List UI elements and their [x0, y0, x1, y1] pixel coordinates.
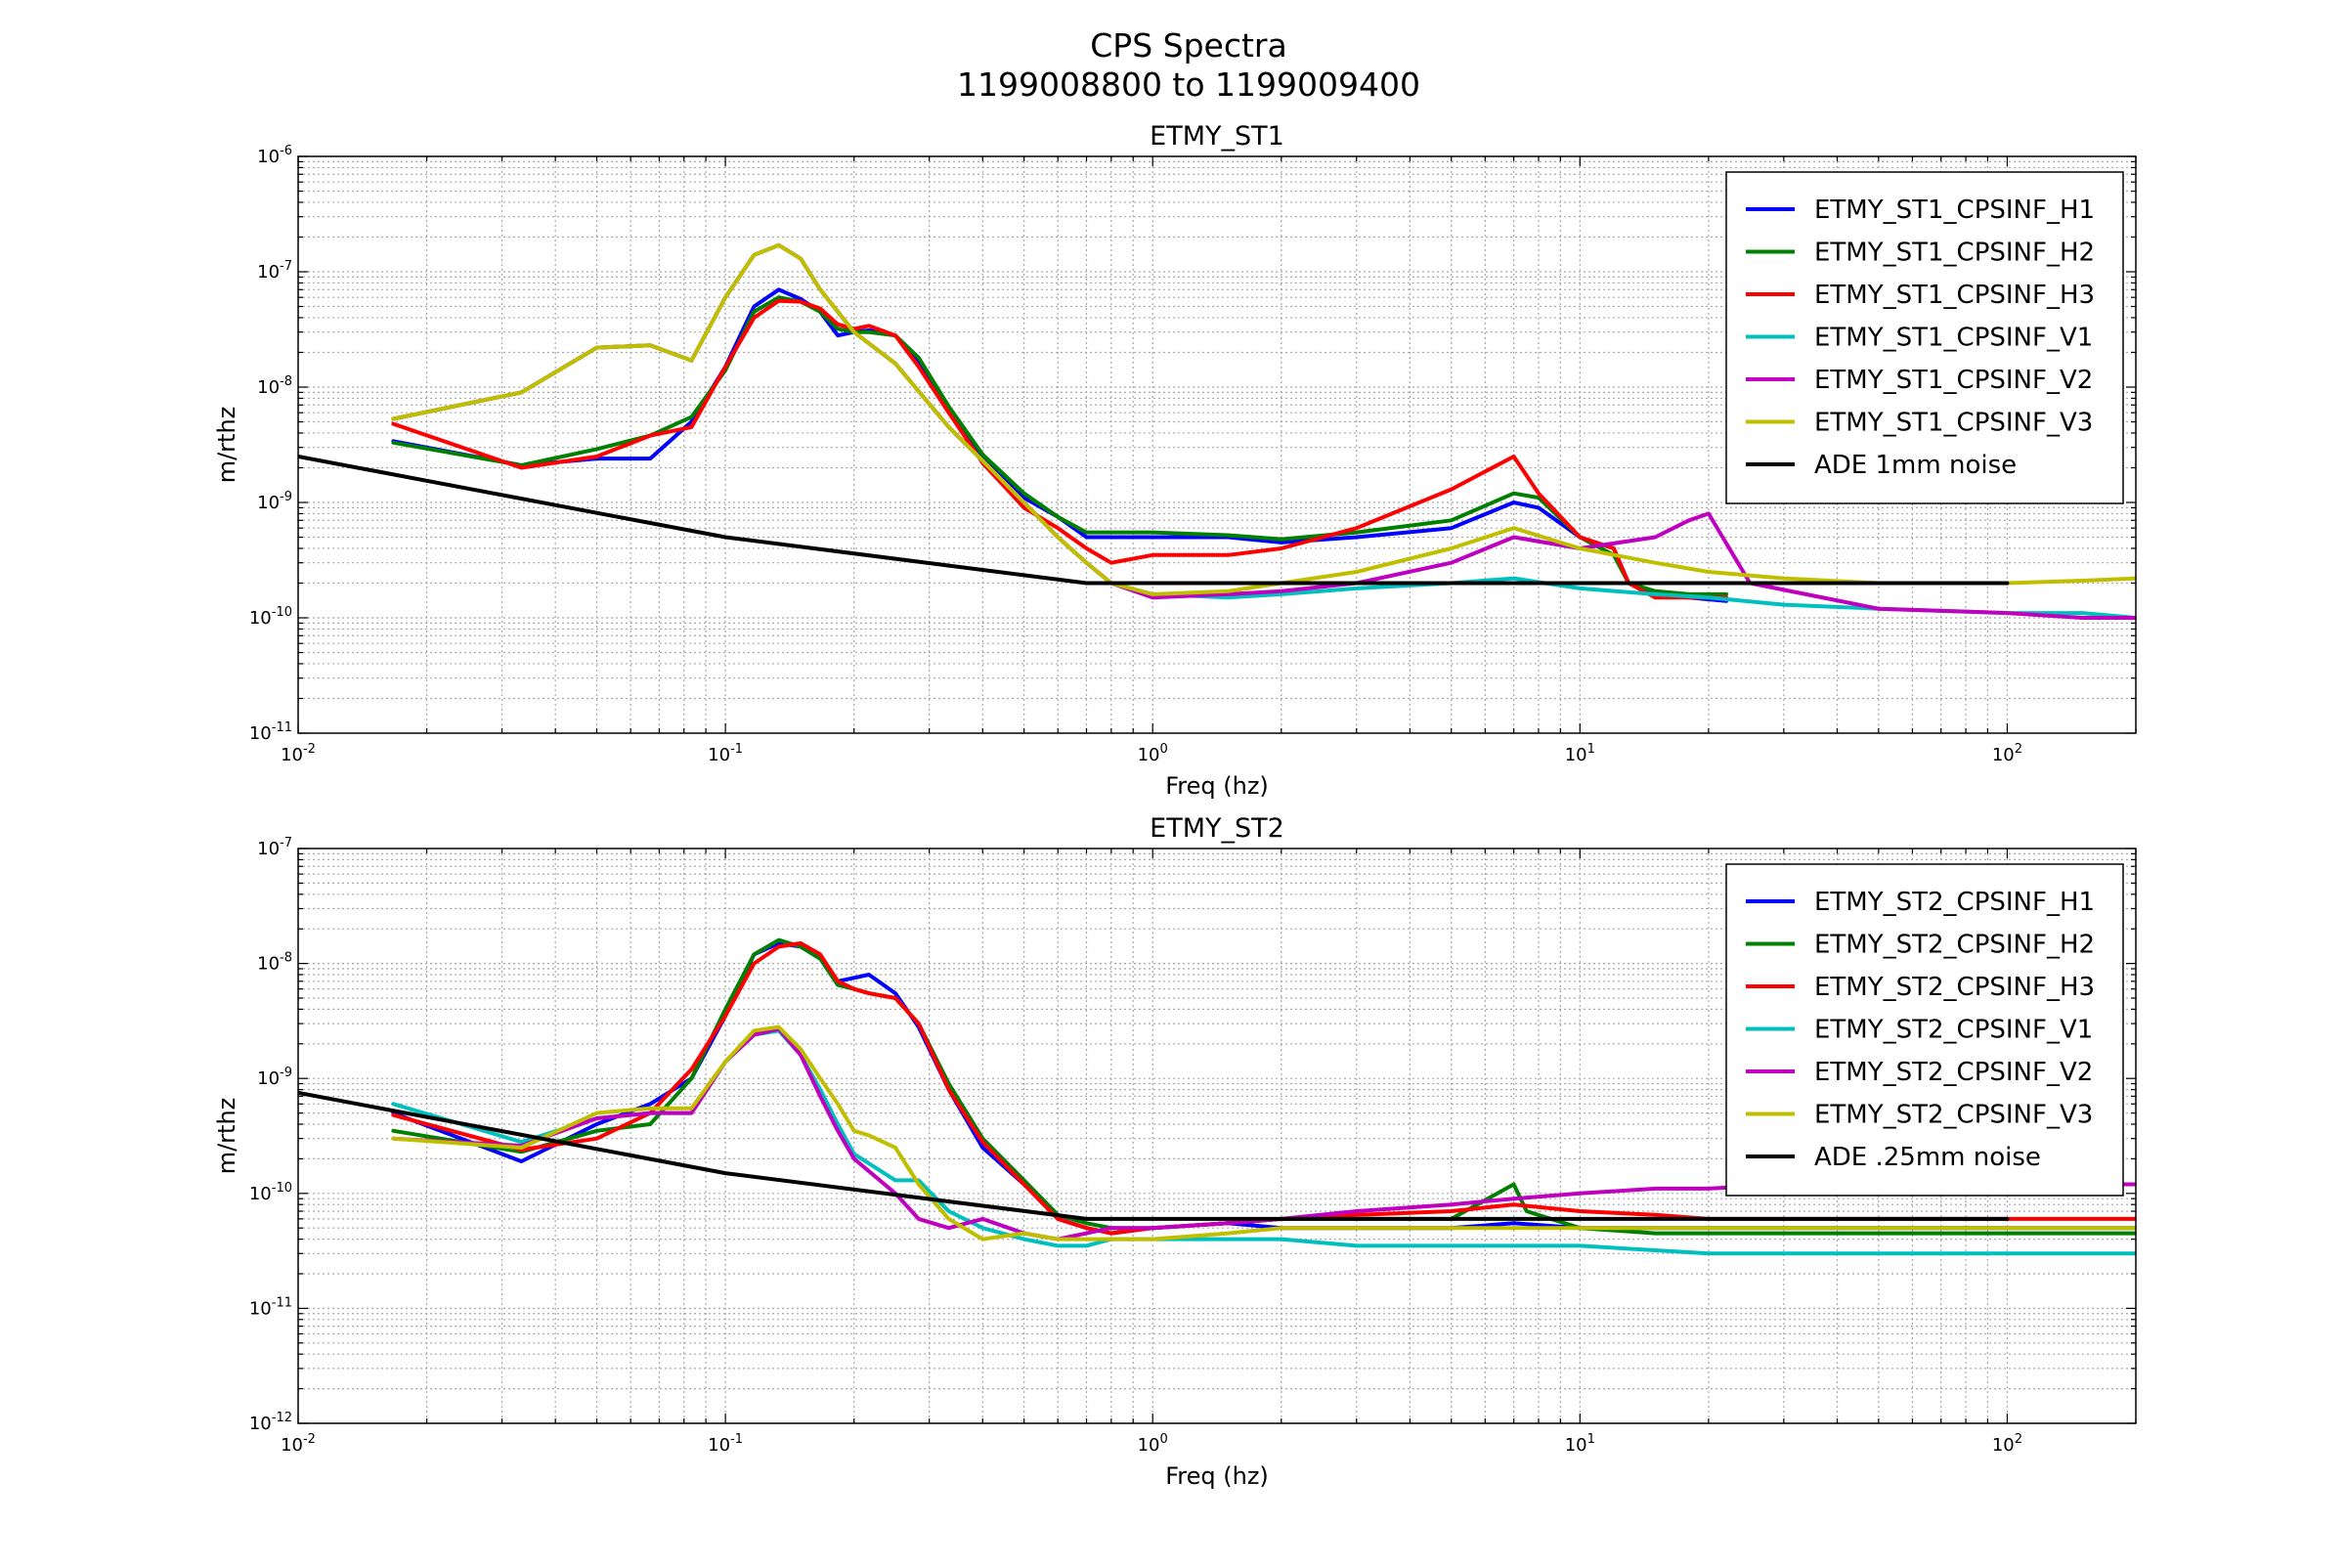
y-tick-label: 10-12	[249, 1411, 292, 1434]
figure-subtitle: 1199008800 to 1199009400	[957, 65, 1420, 104]
figure-title: CPS Spectra	[1090, 26, 1286, 65]
panel-title: ETMY_ST2	[1150, 813, 1284, 844]
y-axis-label: m/rthz	[213, 407, 240, 484]
series-lines	[298, 937, 2136, 1256]
panel-title: ETMY_ST1	[1150, 121, 1284, 152]
x-tick-label: 101	[1565, 742, 1595, 765]
legend-label: ADE 1mm noise	[1814, 451, 2017, 480]
legend-label: ETMY_ST1_CPSINF_V2	[1814, 366, 2093, 395]
panel-etmy-st2: 10-2 10-1 100 101 102 10-12 10-11 10-10 10-9 10-8…	[213, 813, 2137, 1490]
series-line-etmy-st2-cpsinf-h3	[391, 940, 2136, 1236]
y-tick-label: 10-8	[257, 951, 292, 975]
legend-label: ETMY_ST1_CPSINF_H3	[1814, 281, 2095, 310]
y-tick-label: 10-7	[257, 836, 292, 859]
y-tick-label: 10-8	[257, 374, 292, 398]
series-line-etmy-st1-cpsinf-h1	[391, 287, 1728, 603]
series-line-etmy-st1-cpsinf-h3	[391, 298, 1728, 600]
y-tick-label: 10-10	[249, 605, 292, 629]
legend-label: ETMY_ST2_CPSINF_V2	[1814, 1058, 2093, 1087]
legend-label: ETMY_ST1_CPSINF_H2	[1814, 239, 2095, 268]
y-tick-label: 10-7	[257, 259, 292, 283]
y-tick-label: 10-11	[249, 1295, 292, 1319]
series-lines	[298, 242, 2136, 620]
x-tick-label: 100	[1138, 1432, 1168, 1456]
series-line-ade-1mm-noise	[298, 455, 2010, 586]
x-axis-label: Freq (hz)	[1165, 1462, 1269, 1490]
x-tick-label: 102	[1992, 1432, 2022, 1456]
series-line-etmy-st2-cpsinf-v3	[391, 1024, 2136, 1241]
y-tick-label: 10-9	[257, 1066, 292, 1089]
y-axis-label: m/rthz	[213, 1098, 240, 1175]
x-tick-label: 10-2	[281, 742, 316, 765]
y-tick-label: 10-11	[249, 720, 292, 744]
legend-label: ADE .25mm noise	[1814, 1143, 2041, 1172]
x-tick-label: 100	[1138, 742, 1168, 765]
x-tick-label: 101	[1565, 1432, 1595, 1456]
legend-label: ETMY_ST1_CPSINF_V1	[1814, 324, 2093, 353]
legend-label: ETMY_ST2_CPSINF_H3	[1814, 973, 2095, 1002]
series-line-etmy-st1-cpsinf-h2	[391, 295, 1728, 596]
axes-frame	[297, 155, 2137, 734]
panel-etmy-st1: 10-2 10-1 100 101 102 10-11 10-10 10-9 10-8 10-7 1…	[213, 121, 2137, 800]
x-tick-label: 10-2	[281, 1432, 316, 1456]
y-tick-label: 10-6	[257, 144, 292, 167]
series-line-ade-25mm-noise	[298, 1090, 2010, 1221]
legend-label: ETMY_ST2_CPSINF_H2	[1814, 931, 2095, 960]
axes-frame	[297, 848, 2137, 1424]
legend-label: ETMY_ST1_CPSINF_V3	[1814, 409, 2093, 438]
legend-label: ETMY_ST1_CPSINF_H1	[1814, 196, 2095, 225]
legend: ETMY_ST1_CPSINF_H1 ETMY_ST1_CPSINF_H2 ETMY…	[1725, 171, 2124, 504]
x-axis-label: Freq (hz)	[1165, 772, 1269, 800]
legend-label: ETMY_ST2_CPSINF_H1	[1814, 888, 2095, 917]
x-tick-label: 102	[1992, 742, 2022, 765]
legend: ETMY_ST2_CPSINF_H1 ETMY_ST2_CPSINF_H2 ETMY…	[1725, 863, 2124, 1197]
legend-label: ETMY_ST2_CPSINF_V1	[1814, 1016, 2093, 1045]
x-tick-label: 10-1	[708, 1432, 743, 1456]
y-tick-label: 10-9	[257, 490, 292, 513]
y-tick-label: 10-10	[249, 1181, 292, 1204]
series-line-etmy-st1-cpsinf-v3	[391, 242, 2136, 596]
x-tick-label: 10-1	[708, 742, 743, 765]
legend-label: ETMY_ST2_CPSINF_V3	[1814, 1101, 2093, 1130]
